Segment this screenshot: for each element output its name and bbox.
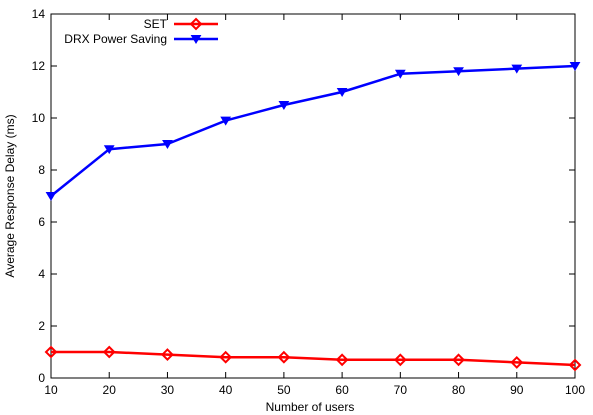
data-point-drx-power-saving [45, 192, 57, 201]
y-tick-label: 2 [38, 319, 45, 333]
data-point-drx-power-saving [220, 116, 232, 126]
x-tick-label: 10 [44, 383, 58, 397]
data-point-set [219, 350, 233, 364]
x-tick-label: 90 [510, 383, 524, 397]
data-point-set [335, 353, 349, 367]
y-tick-label: 4 [38, 267, 45, 281]
data-point-drx-power-saving [511, 64, 523, 74]
series-set [44, 345, 582, 372]
data-point-set [452, 353, 465, 367]
series-layer [44, 62, 582, 372]
x-tick-label: 50 [277, 383, 291, 397]
x-tick-label: 20 [103, 383, 117, 397]
x-axis-label: Number of users [266, 400, 355, 414]
legend-swatch-marker [189, 17, 203, 31]
data-point-drx-power-saving [569, 62, 581, 71]
data-point-set [568, 358, 582, 372]
series-line-set [51, 350, 576, 367]
y-tick-label: 6 [38, 215, 45, 229]
legend-swatch-marker [190, 35, 202, 44]
data-point-set [44, 345, 58, 359]
x-tick-label: 100 [565, 383, 585, 397]
data-point-drx-power-saving [103, 145, 115, 155]
legend-label: DRX Power Saving [64, 32, 167, 46]
data-point-set [510, 355, 524, 369]
legend-label: SET [144, 17, 168, 31]
x-tick-label: 70 [394, 383, 408, 397]
x-tick-label: 40 [219, 383, 233, 397]
y-axis-label: Average Response Delay (ms) [3, 114, 17, 277]
x-tick-label: 80 [452, 383, 466, 397]
data-point-set [102, 345, 116, 359]
data-point-drx-power-saving [453, 67, 464, 77]
series-drx-power-saving [45, 62, 581, 201]
series-line-drx-power-saving [50, 64, 576, 197]
data-point-drx-power-saving [162, 140, 173, 149]
x-tick-label: 60 [335, 383, 349, 397]
data-point-drx-power-saving [394, 69, 406, 79]
data-point-drx-power-saving [336, 88, 348, 97]
y-tick-label: 8 [38, 163, 45, 177]
legend-item-set: SET [144, 17, 218, 31]
x-tick-label: 30 [161, 383, 175, 397]
data-point-drx-power-saving [278, 101, 290, 110]
data-point-set [393, 353, 407, 367]
y-tick-label: 14 [32, 7, 46, 21]
axis-layer: 10 20 30 40 50 60 70 80 90 100 0 2 4 6 8 10 12 14 [32, 7, 586, 397]
y-tick-label: 12 [32, 59, 46, 73]
y-tick-label: 10 [32, 111, 46, 125]
legend-item-drx-power-saving: DRX Power Saving [64, 32, 218, 46]
y-tick-label: 0 [38, 371, 45, 385]
data-point-set [277, 350, 291, 364]
data-point-set [161, 348, 174, 362]
